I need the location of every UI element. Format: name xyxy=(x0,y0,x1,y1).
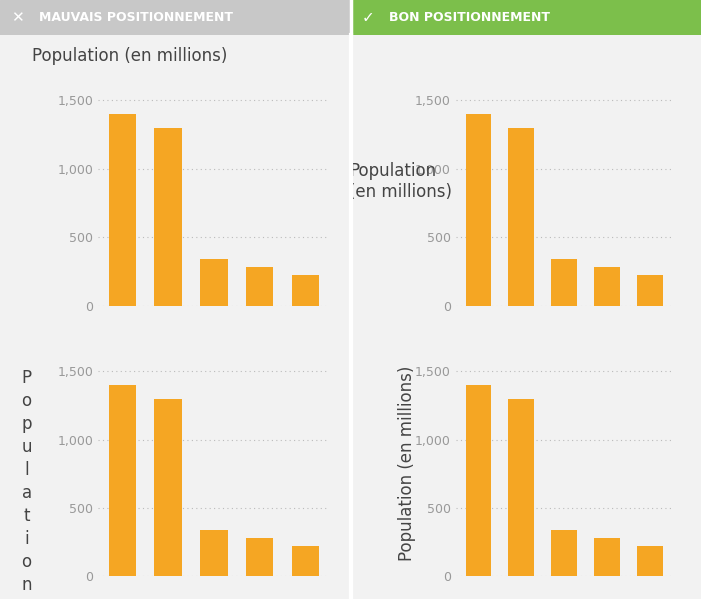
Bar xyxy=(200,530,228,576)
Text: a: a xyxy=(22,484,32,502)
Text: l: l xyxy=(25,461,29,479)
Text: ✓: ✓ xyxy=(362,10,374,25)
Bar xyxy=(154,128,182,305)
Text: o: o xyxy=(22,392,32,410)
Bar xyxy=(637,546,663,576)
Text: u: u xyxy=(22,438,32,456)
Bar xyxy=(246,267,273,305)
Bar xyxy=(109,114,136,305)
Text: t: t xyxy=(23,507,30,525)
Bar xyxy=(465,114,491,305)
Bar xyxy=(508,128,534,305)
Bar xyxy=(200,259,228,305)
Bar xyxy=(508,398,534,576)
Bar xyxy=(246,538,273,576)
Text: p: p xyxy=(22,415,32,433)
Text: o: o xyxy=(22,553,32,571)
Text: BON POSITIONNEMENT: BON POSITIONNEMENT xyxy=(389,11,550,24)
Text: Population
(en millions): Population (en millions) xyxy=(349,162,452,201)
Y-axis label: Population (en millions): Population (en millions) xyxy=(397,366,416,561)
Bar xyxy=(637,276,663,305)
Bar xyxy=(552,259,577,305)
Bar xyxy=(109,385,136,576)
Bar xyxy=(292,546,319,576)
Bar xyxy=(465,385,491,576)
Text: Population (en millions): Population (en millions) xyxy=(32,47,227,65)
Bar xyxy=(292,276,319,305)
Bar xyxy=(552,530,577,576)
Bar xyxy=(154,398,182,576)
Text: ✕: ✕ xyxy=(11,10,24,25)
Text: P: P xyxy=(22,369,32,387)
Text: MAUVAIS POSITIONNEMENT: MAUVAIS POSITIONNEMENT xyxy=(39,11,233,24)
Bar xyxy=(0,0,350,35)
Bar xyxy=(594,538,620,576)
Bar xyxy=(594,267,620,305)
Text: i: i xyxy=(25,530,29,548)
Bar xyxy=(350,0,701,35)
Text: n: n xyxy=(22,576,32,594)
